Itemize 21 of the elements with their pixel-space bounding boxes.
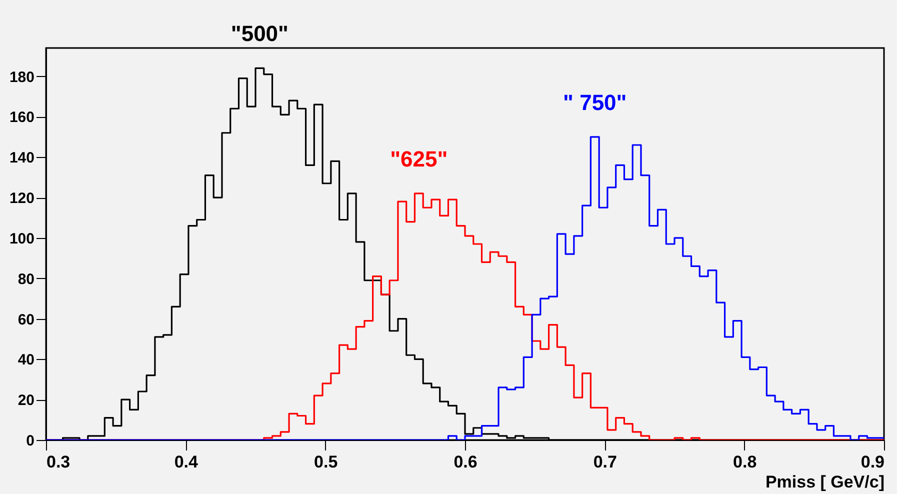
y-tick-label: 0 — [26, 432, 34, 450]
x-tick-label: 0.8 — [733, 452, 757, 472]
x-tick-label: 0.3 — [46, 452, 70, 472]
y-tick-label: 40 — [18, 352, 34, 369]
y-tick-label: 160 — [9, 109, 34, 126]
x-axis-title: Pmiss [ GeV/c] — [765, 472, 884, 492]
y-tick-label: 20 — [18, 392, 34, 410]
series-label: "625" — [390, 146, 448, 172]
y-tick-label: 80 — [18, 270, 34, 288]
y-tick-label: 140 — [9, 150, 34, 167]
x-tick-label: 0.6 — [454, 452, 478, 472]
series-label: "500" — [230, 21, 288, 46]
x-tick-label: 0.7 — [593, 452, 617, 472]
y-tick-label: 100 — [9, 230, 34, 248]
y-tick-label: 60 — [18, 311, 34, 328]
series-label: " 750" — [563, 90, 627, 115]
x-tick-label: 0.4 — [174, 452, 199, 472]
y-tick-label: 120 — [9, 190, 34, 208]
y-tick-label: 180 — [9, 68, 34, 86]
x-tick-label: 0.5 — [314, 452, 338, 472]
x-tick-label: 0.9 — [860, 452, 884, 472]
